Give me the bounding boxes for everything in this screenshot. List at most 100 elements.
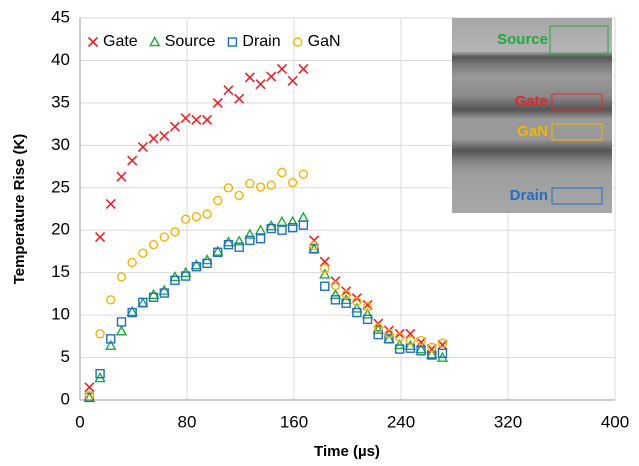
data-point <box>362 314 373 325</box>
legend-marker <box>87 36 99 48</box>
data-point <box>245 178 255 189</box>
data-point <box>309 240 319 251</box>
data-point <box>320 281 330 291</box>
x-tick-label: 160 <box>280 412 308 431</box>
data-point <box>362 301 373 312</box>
data-point <box>105 339 117 350</box>
y-tick-label: 40 <box>51 50 70 69</box>
data-point <box>234 93 245 104</box>
legend-marker <box>148 36 161 47</box>
data-point <box>255 234 266 244</box>
data-point <box>201 114 213 125</box>
data-point <box>234 190 244 201</box>
y-tick-label: 30 <box>51 135 70 154</box>
legend-label: GaN <box>308 33 341 50</box>
data-point <box>437 338 448 348</box>
data-point <box>170 275 180 286</box>
data-point <box>148 133 159 144</box>
data-point <box>84 382 95 393</box>
data-point <box>384 329 394 339</box>
data-point <box>127 257 137 268</box>
data-point <box>361 308 374 319</box>
data-point <box>213 195 223 206</box>
data-point <box>222 236 235 247</box>
data-point <box>330 280 341 291</box>
data-point <box>298 63 309 74</box>
data-point <box>298 220 309 230</box>
data-point <box>426 348 438 359</box>
data-point <box>138 248 148 258</box>
data-point <box>212 97 223 108</box>
data-point <box>159 232 169 242</box>
y-tick-label: 20 <box>51 220 70 239</box>
x-tick-label: 80 <box>178 412 197 431</box>
inset-image <box>452 18 612 213</box>
data-point <box>115 325 128 336</box>
data-point <box>276 215 288 227</box>
data-point <box>266 223 276 234</box>
data-point <box>159 288 169 298</box>
data-point <box>427 342 437 353</box>
data-point <box>394 332 405 342</box>
x-axis-title: Time (µs) <box>314 443 380 460</box>
data-point <box>287 177 298 188</box>
y-tick-label: 15 <box>51 262 70 281</box>
data-point <box>405 328 416 339</box>
data-point <box>255 182 266 192</box>
data-point <box>254 224 267 235</box>
inset-box <box>551 187 603 205</box>
data-point <box>169 121 181 132</box>
data-point <box>116 317 127 327</box>
data-point <box>180 271 191 281</box>
data-point <box>127 155 138 166</box>
data-point <box>202 258 212 269</box>
data-point <box>437 339 448 350</box>
data-point <box>286 215 299 227</box>
legend-label: Drain <box>242 33 280 50</box>
data-point <box>94 231 106 243</box>
data-point <box>287 222 298 233</box>
data-point <box>416 335 426 346</box>
data-point <box>404 339 417 350</box>
data-point <box>372 323 384 334</box>
x-tick-label: 240 <box>387 412 415 431</box>
data-point <box>405 335 416 346</box>
y-tick-label: 5 <box>61 347 70 366</box>
data-point <box>223 183 234 193</box>
data-point <box>233 235 245 246</box>
data-point <box>180 214 191 224</box>
y-tick-label: 0 <box>61 389 70 408</box>
y-tick-label: 45 <box>51 7 70 26</box>
data-point <box>159 130 170 142</box>
data-point <box>106 334 116 344</box>
data-point <box>95 368 105 379</box>
data-point <box>234 242 244 252</box>
data-point <box>148 239 159 250</box>
data-point <box>106 295 116 305</box>
data-point <box>255 79 266 90</box>
data-point <box>180 113 191 124</box>
data-point <box>190 259 203 270</box>
data-point <box>191 211 202 222</box>
inset-box <box>549 25 609 55</box>
y-tick-label: 10 <box>51 305 70 324</box>
data-point <box>287 75 298 86</box>
inset-label: Gate <box>515 93 548 110</box>
data-point <box>394 344 405 354</box>
legend-label: Source <box>165 33 216 50</box>
inset-label: Drain <box>510 187 548 204</box>
data-point <box>84 391 95 401</box>
data-point <box>138 297 148 308</box>
data-point <box>223 239 234 250</box>
data-point <box>362 299 373 310</box>
data-point <box>202 209 212 219</box>
data-point <box>265 220 277 231</box>
data-point <box>341 290 351 300</box>
legend-label: Gate <box>103 33 138 50</box>
data-point <box>415 337 427 348</box>
data-point <box>126 305 138 317</box>
inset-label: GaN <box>517 123 548 140</box>
x-tick-label: 400 <box>601 412 629 431</box>
data-point <box>137 141 148 153</box>
